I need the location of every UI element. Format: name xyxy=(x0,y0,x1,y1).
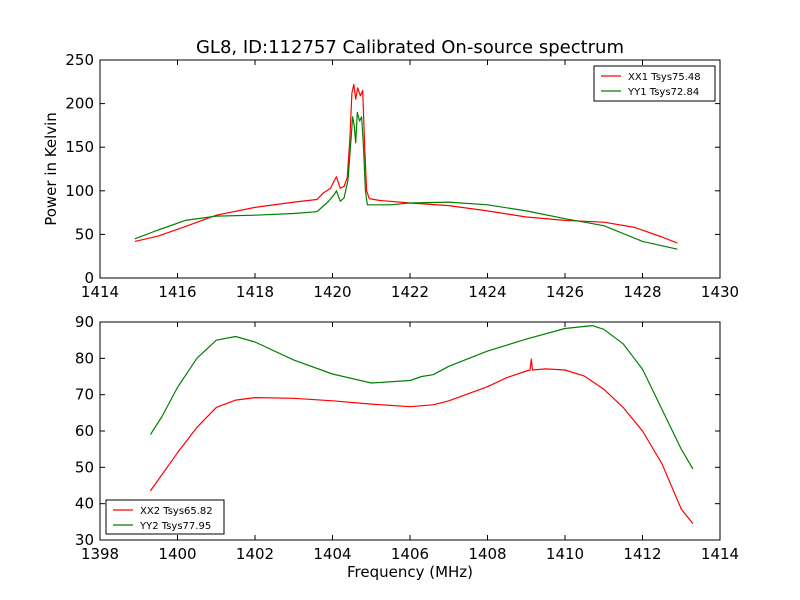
y-tick-label: 150 xyxy=(65,138,94,156)
y-axis-label: Power in Kelvin xyxy=(42,112,60,226)
x-tick-label: 1430 xyxy=(701,283,739,301)
x-axis-label: Frequency (MHz) xyxy=(347,563,473,581)
x-tick-label: 1416 xyxy=(158,283,196,301)
y-tick-label: 250 xyxy=(65,51,94,69)
x-tick-label: 1420 xyxy=(313,283,351,301)
x-tick-label: 1406 xyxy=(391,545,429,563)
x-tick-label: 1410 xyxy=(546,545,584,563)
y-tick-label: 40 xyxy=(75,495,94,513)
x-tick-label: 1408 xyxy=(468,545,506,563)
x-tick-label: 1422 xyxy=(391,283,429,301)
y-tick-label: 200 xyxy=(65,95,94,113)
y-tick-label: 90 xyxy=(75,313,94,331)
x-tick-label: 1400 xyxy=(158,545,196,563)
legend-entry: XX1 Tsys75.48 xyxy=(628,72,701,83)
x-tick-label: 1426 xyxy=(546,283,584,301)
y-tick-label: 30 xyxy=(75,531,94,549)
y-tick-label: 100 xyxy=(65,182,94,200)
x-tick-label: 1398 xyxy=(81,545,119,563)
legend-entry: YY2 Tsys77.95 xyxy=(139,521,211,532)
y-tick-label: 70 xyxy=(75,386,94,404)
y-tick-label: 80 xyxy=(75,349,94,367)
series-line xyxy=(134,111,678,250)
legend-entry: XX2 Tsys65.82 xyxy=(140,506,213,517)
figure-title: GL8, ID:112757 Calibrated On-source spec… xyxy=(196,37,624,58)
y-tick-label: 0 xyxy=(84,269,94,287)
bottom-panel: 1398 1400 1402 1404 1406 1408 1410 1412 1414 30 40… xyxy=(75,313,739,563)
legend-box xyxy=(105,499,225,535)
x-tick-label: 1428 xyxy=(623,283,661,301)
x-tick-label: 1414 xyxy=(81,283,119,301)
series-line xyxy=(149,325,694,470)
x-tick-label: 1418 xyxy=(236,283,274,301)
x-tick-label: 1412 xyxy=(623,545,661,563)
series-line xyxy=(134,83,678,244)
y-tick-label: 50 xyxy=(75,225,94,243)
series-line xyxy=(149,358,694,524)
x-tick-label: 1404 xyxy=(313,545,351,563)
legend-box xyxy=(593,65,716,102)
y-tick-label: 60 xyxy=(75,422,94,440)
legend-entry: YY1 Tsys72.84 xyxy=(627,87,699,98)
x-tick-label: 1424 xyxy=(468,283,506,301)
x-tick-label: 1402 xyxy=(236,545,274,563)
x-tick-label: 1414 xyxy=(701,545,739,563)
y-tick-label: 50 xyxy=(75,458,94,476)
top-panel: 1414 1416 1418 1420 1422 1424 1426 1428 1430 0 50 1… xyxy=(42,51,739,301)
